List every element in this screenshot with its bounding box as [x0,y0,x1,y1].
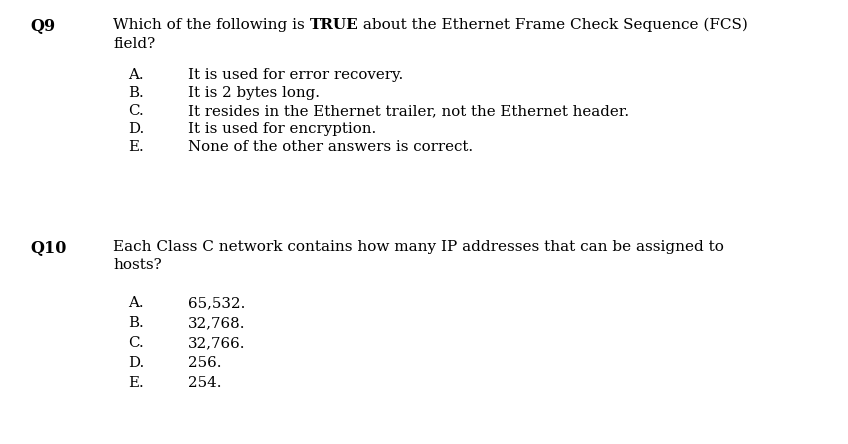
Text: C.: C. [128,104,144,118]
Text: Each Class C network contains how many IP addresses that can be assigned to: Each Class C network contains how many I… [113,240,724,254]
Text: Q9: Q9 [30,18,55,35]
Text: A.: A. [128,296,143,310]
Text: B.: B. [128,316,144,330]
Text: E.: E. [128,140,144,154]
Text: 32,766.: 32,766. [188,336,246,350]
Text: It is used for encryption.: It is used for encryption. [188,122,377,136]
Text: 254.: 254. [188,376,221,390]
Text: field?: field? [113,37,155,51]
Text: Which of the following is: Which of the following is [113,18,310,32]
Text: D.: D. [128,122,144,136]
Text: B.: B. [128,86,144,100]
Text: It is 2 bytes long.: It is 2 bytes long. [188,86,320,100]
Text: C.: C. [128,336,144,350]
Text: It is used for error recovery.: It is used for error recovery. [188,68,404,82]
Text: A.: A. [128,68,143,82]
Text: It resides in the Ethernet trailer, not the Ethernet header.: It resides in the Ethernet trailer, not … [188,104,629,118]
Text: D.: D. [128,356,144,370]
Text: about the Ethernet Frame Check Sequence (FCS): about the Ethernet Frame Check Sequence … [359,18,748,32]
Text: 32,768.: 32,768. [188,316,246,330]
Text: TRUE: TRUE [310,18,359,32]
Text: hosts?: hosts? [113,258,162,272]
Text: 256.: 256. [188,356,221,370]
Text: E.: E. [128,376,144,390]
Text: 65,532.: 65,532. [188,296,245,310]
Text: None of the other answers is correct.: None of the other answers is correct. [188,140,473,154]
Text: Q10: Q10 [30,240,66,257]
